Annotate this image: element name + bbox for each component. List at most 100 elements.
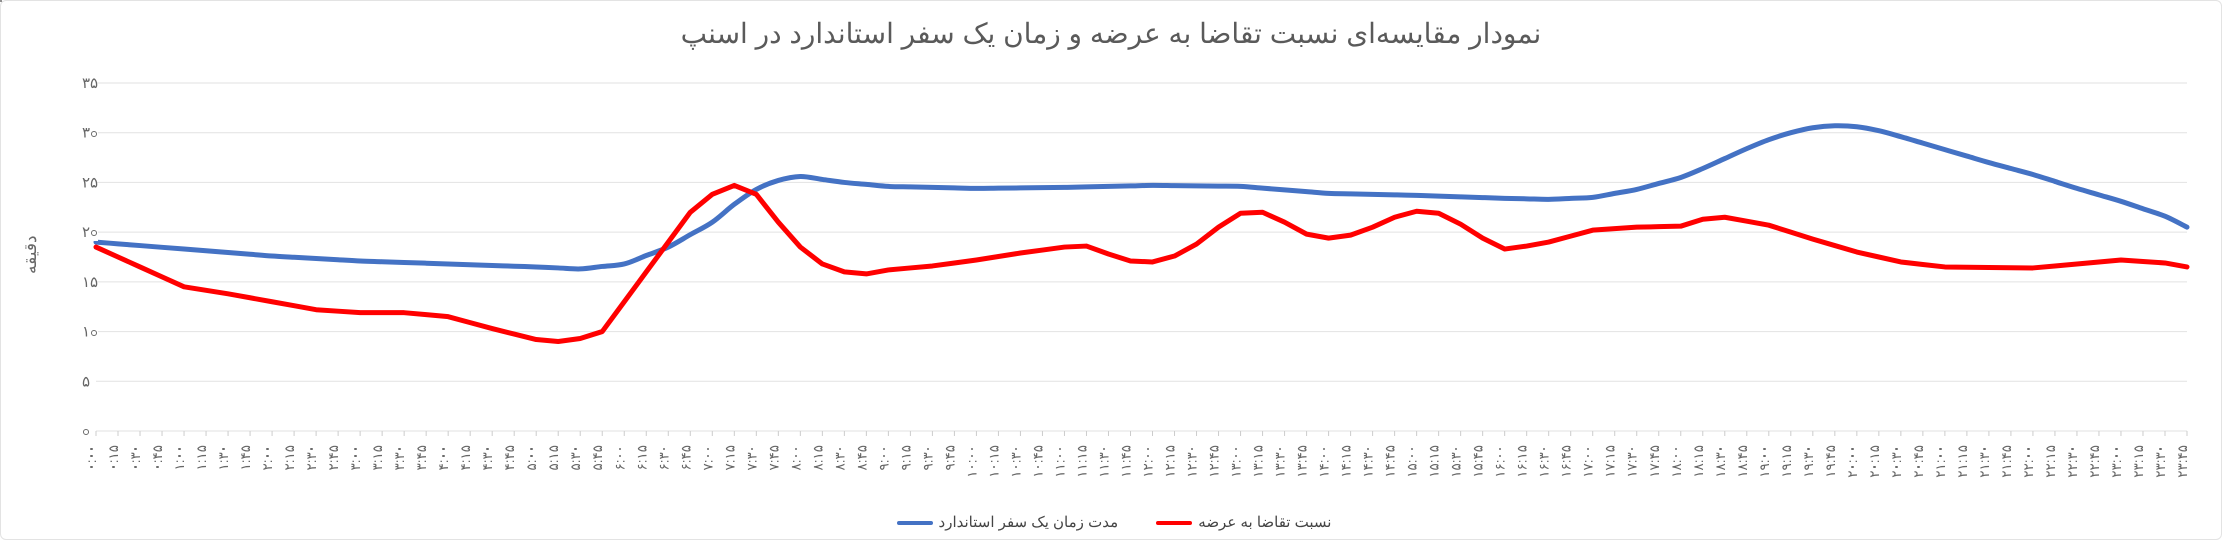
svg-text:۸:۳۰: ۸:۳۰ — [832, 445, 847, 471]
svg-text:۲۲:۱۵: ۲۲:۱۵ — [2043, 445, 2058, 478]
svg-text:۱۸:۱۵: ۱۸:۱۵ — [1691, 445, 1706, 478]
svg-text:۰:۳۰: ۰:۳۰ — [128, 445, 143, 471]
svg-text:۱۷:۳۰: ۱۷:۳۰ — [1625, 445, 1640, 478]
svg-text:۲۱:۴۵: ۲۱:۴۵ — [1999, 445, 2014, 478]
svg-text:۲:۱۵: ۲:۱۵ — [282, 445, 297, 471]
svg-text:۵:۰۰: ۵:۰۰ — [524, 445, 539, 471]
svg-text:۶:۴۵: ۶:۴۵ — [678, 445, 693, 471]
svg-text:۲۲:۴۵: ۲۲:۴۵ — [2087, 445, 2102, 478]
svg-text:۲۲:۳۰: ۲۲:۳۰ — [2065, 445, 2080, 478]
svg-text:۲۱:۳۰: ۲۱:۳۰ — [1977, 445, 1992, 478]
svg-text:۱۰:۴۵: ۱۰:۴۵ — [1030, 445, 1045, 478]
svg-text:۹:۱۵: ۹:۱۵ — [898, 445, 913, 471]
svg-text:۳۵: ۳۵ — [82, 75, 98, 92]
svg-text:۶:۰۰: ۶:۰۰ — [612, 445, 627, 471]
svg-text:۱۵:۱۵: ۱۵:۱۵ — [1427, 445, 1442, 478]
svg-text:۱۶:۴۵: ۱۶:۴۵ — [1559, 445, 1574, 478]
svg-text:۱۳:۰۰: ۱۳:۰۰ — [1229, 445, 1244, 478]
svg-text:۱:۱۵: ۱:۱۵ — [194, 445, 209, 471]
svg-text:۲۱:۱۵: ۲۱:۱۵ — [1955, 445, 1970, 478]
svg-text:۱۰:۰۰: ۱۰:۰۰ — [964, 445, 979, 478]
svg-text:۹:۰۰: ۹:۰۰ — [876, 445, 891, 471]
svg-text:۰:۴۵: ۰:۴۵ — [150, 445, 165, 471]
svg-text:۱۳:۳۰: ۱۳:۳۰ — [1273, 445, 1288, 478]
svg-text:۱۵:۰۰: ۱۵:۰۰ — [1405, 445, 1420, 478]
svg-text:۸:۱۵: ۸:۱۵ — [810, 445, 825, 471]
svg-text:۹:۴۵: ۹:۴۵ — [942, 445, 957, 471]
svg-text:۵: ۵ — [82, 373, 90, 390]
svg-text:۱۵: ۱۵ — [82, 274, 98, 291]
svg-text:۱۷:۴۵: ۱۷:۴۵ — [1647, 445, 1662, 478]
svg-text:۱۴:۴۵: ۱۴:۴۵ — [1383, 445, 1398, 478]
svg-text:۱۲:۰۰: ۱۲:۰۰ — [1141, 445, 1156, 478]
svg-text:۱۸:۳۰: ۱۸:۳۰ — [1713, 445, 1728, 478]
svg-text:۲۳:۰۰: ۲۳:۰۰ — [2109, 445, 2124, 478]
svg-text:۲۱:۰۰: ۲۱:۰۰ — [1933, 445, 1948, 478]
svg-text:۱۹:۳۰: ۱۹:۳۰ — [1801, 445, 1816, 478]
svg-text:۱۸:۴۵: ۱۸:۴۵ — [1735, 445, 1750, 478]
svg-text:۱۰: ۱۰ — [82, 324, 98, 341]
svg-text:۳:۱۵: ۳:۱۵ — [370, 445, 385, 471]
svg-text:۰: ۰ — [82, 423, 90, 440]
svg-text:۲:۴۵: ۲:۴۵ — [326, 445, 341, 471]
svg-text:۱۶:۰۰: ۱۶:۰۰ — [1493, 445, 1508, 478]
svg-text:۵:۱۵: ۵:۱۵ — [546, 445, 561, 471]
svg-text:۱۳:۱۵: ۱۳:۱۵ — [1251, 445, 1266, 478]
svg-text:۴:۱۵: ۴:۱۵ — [458, 445, 473, 471]
svg-text:۲۰: ۲۰ — [82, 224, 98, 241]
svg-text:۱۸:۰۰: ۱۸:۰۰ — [1669, 445, 1684, 478]
svg-text:۲۳:۳۰: ۲۳:۳۰ — [2153, 445, 2168, 478]
svg-text:۸:۰۰: ۸:۰۰ — [788, 445, 803, 471]
svg-text:۳:۴۵: ۳:۴۵ — [414, 445, 429, 471]
svg-text:۲۰:۰۰: ۲۰:۰۰ — [1845, 445, 1860, 478]
svg-text:۱۶:۱۵: ۱۶:۱۵ — [1515, 445, 1530, 478]
svg-text:۱۰:۳۰: ۱۰:۳۰ — [1008, 445, 1023, 478]
svg-text:۲۰:۳۰: ۲۰:۳۰ — [1889, 445, 1904, 478]
svg-text:۲۲:۰۰: ۲۲:۰۰ — [2021, 445, 2036, 478]
svg-text:۱۱:۳۰: ۱۱:۳۰ — [1096, 445, 1111, 478]
svg-text:۱۵:۴۵: ۱۵:۴۵ — [1471, 445, 1486, 478]
svg-text:۳۰: ۳۰ — [82, 125, 98, 142]
svg-text:۷:۰۰: ۷:۰۰ — [700, 445, 715, 471]
svg-text:۲۰:۱۵: ۲۰:۱۵ — [1867, 445, 1882, 478]
svg-text:۱۰:۱۵: ۱۰:۱۵ — [986, 445, 1001, 478]
svg-text:۱۷:۰۰: ۱۷:۰۰ — [1581, 445, 1596, 478]
svg-text:۱۲:۴۵: ۱۲:۴۵ — [1207, 445, 1222, 478]
svg-text:۶:۱۵: ۶:۱۵ — [634, 445, 649, 471]
svg-text:۱۶:۳۰: ۱۶:۳۰ — [1537, 445, 1552, 478]
svg-text:۱:۴۵: ۱:۴۵ — [238, 445, 253, 471]
svg-text:۱۱:۴۵: ۱۱:۴۵ — [1118, 445, 1133, 478]
svg-text:۹:۳۰: ۹:۳۰ — [920, 445, 935, 471]
svg-text:۱:۳۰: ۱:۳۰ — [216, 445, 231, 471]
svg-text:۰:۰۰: ۰:۰۰ — [84, 445, 99, 471]
svg-text:۳:۳۰: ۳:۳۰ — [392, 445, 407, 471]
svg-text:۱۴:۳۰: ۱۴:۳۰ — [1361, 445, 1376, 478]
svg-text:۸:۴۵: ۸:۴۵ — [854, 445, 869, 471]
svg-text:۷:۴۵: ۷:۴۵ — [766, 445, 781, 471]
svg-text:۴:۴۵: ۴:۴۵ — [502, 445, 517, 471]
svg-text:۱۲:۳۰: ۱۲:۳۰ — [1185, 445, 1200, 478]
svg-text:۲۳:۱۵: ۲۳:۱۵ — [2131, 445, 2146, 478]
svg-text:۰:۱۵: ۰:۱۵ — [106, 445, 121, 471]
svg-text:۲۵: ۲۵ — [82, 174, 98, 191]
svg-text:۱۷:۱۵: ۱۷:۱۵ — [1603, 445, 1618, 478]
svg-text:۷:۱۵: ۷:۱۵ — [722, 445, 737, 471]
svg-text:۱۵:۳۰: ۱۵:۳۰ — [1449, 445, 1464, 478]
svg-text:۱۱:۱۵: ۱۱:۱۵ — [1074, 445, 1089, 478]
svg-text:۷:۳۰: ۷:۳۰ — [744, 445, 759, 471]
svg-text:۵:۴۵: ۵:۴۵ — [590, 445, 605, 471]
svg-text:۲:۳۰: ۲:۳۰ — [304, 445, 319, 471]
svg-text:۲۰:۴۵: ۲۰:۴۵ — [1911, 445, 1926, 478]
svg-text:۱۹:۱۵: ۱۹:۱۵ — [1779, 445, 1794, 478]
svg-text:۳:۰۰: ۳:۰۰ — [348, 445, 363, 471]
svg-text:۱:۰۰: ۱:۰۰ — [172, 445, 187, 471]
svg-text:۵:۳۰: ۵:۳۰ — [568, 445, 583, 471]
svg-text:۶:۳۰: ۶:۳۰ — [656, 445, 671, 471]
svg-text:۱۴:۰۰: ۱۴:۰۰ — [1317, 445, 1332, 478]
svg-text:۱۴:۱۵: ۱۴:۱۵ — [1339, 445, 1354, 478]
svg-text:۱۹:۴۵: ۱۹:۴۵ — [1823, 445, 1838, 478]
svg-text:۲۳:۴۵: ۲۳:۴۵ — [2175, 445, 2190, 478]
svg-text:۱۳:۴۵: ۱۳:۴۵ — [1295, 445, 1310, 478]
svg-text:۴:۳۰: ۴:۳۰ — [480, 445, 495, 471]
svg-text:۱۲:۱۵: ۱۲:۱۵ — [1163, 445, 1178, 478]
